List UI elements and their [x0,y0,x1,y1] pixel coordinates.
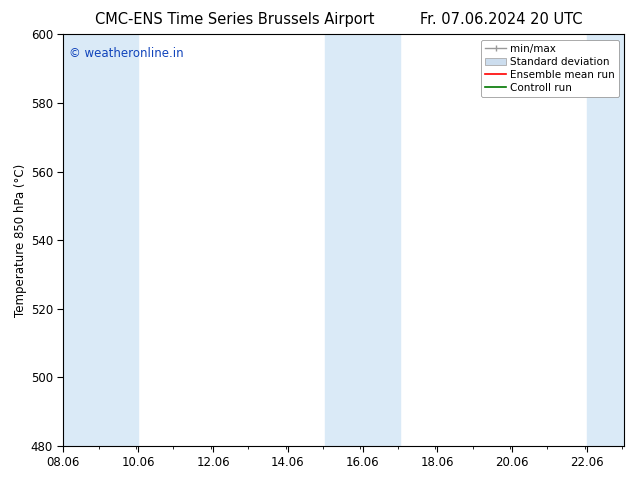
Bar [63,34,101,446]
Bar [101,34,138,446]
Legend: min/max, Standard deviation, Ensemble mean run, Controll run: min/max, Standard deviation, Ensemble me… [481,40,619,97]
Text: Fr. 07.06.2024 20 UTC: Fr. 07.06.2024 20 UTC [420,12,582,27]
Text: CMC-ENS Time Series Brussels Airport: CMC-ENS Time Series Brussels Airport [95,12,374,27]
Bar [587,34,624,446]
Text: © weatheronline.in: © weatheronline.in [69,47,184,60]
Bar [624,34,634,446]
Bar [363,34,400,446]
Y-axis label: Temperature 850 hPa (°C): Temperature 850 hPa (°C) [13,164,27,317]
Bar [325,34,363,446]
